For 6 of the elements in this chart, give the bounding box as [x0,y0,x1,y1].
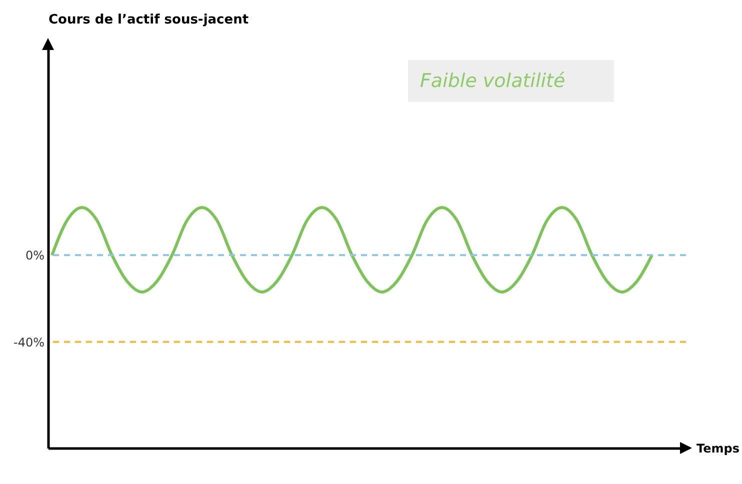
y-axis-title: Cours de l’actif sous-jacent [48,12,249,28]
x-axis-title: Temps [696,442,740,456]
text-box: Faible volatilité [408,60,614,102]
y-tick-label: 0% [25,248,44,263]
line-series [50,206,654,294]
y-tick-label: -40% [13,335,44,350]
